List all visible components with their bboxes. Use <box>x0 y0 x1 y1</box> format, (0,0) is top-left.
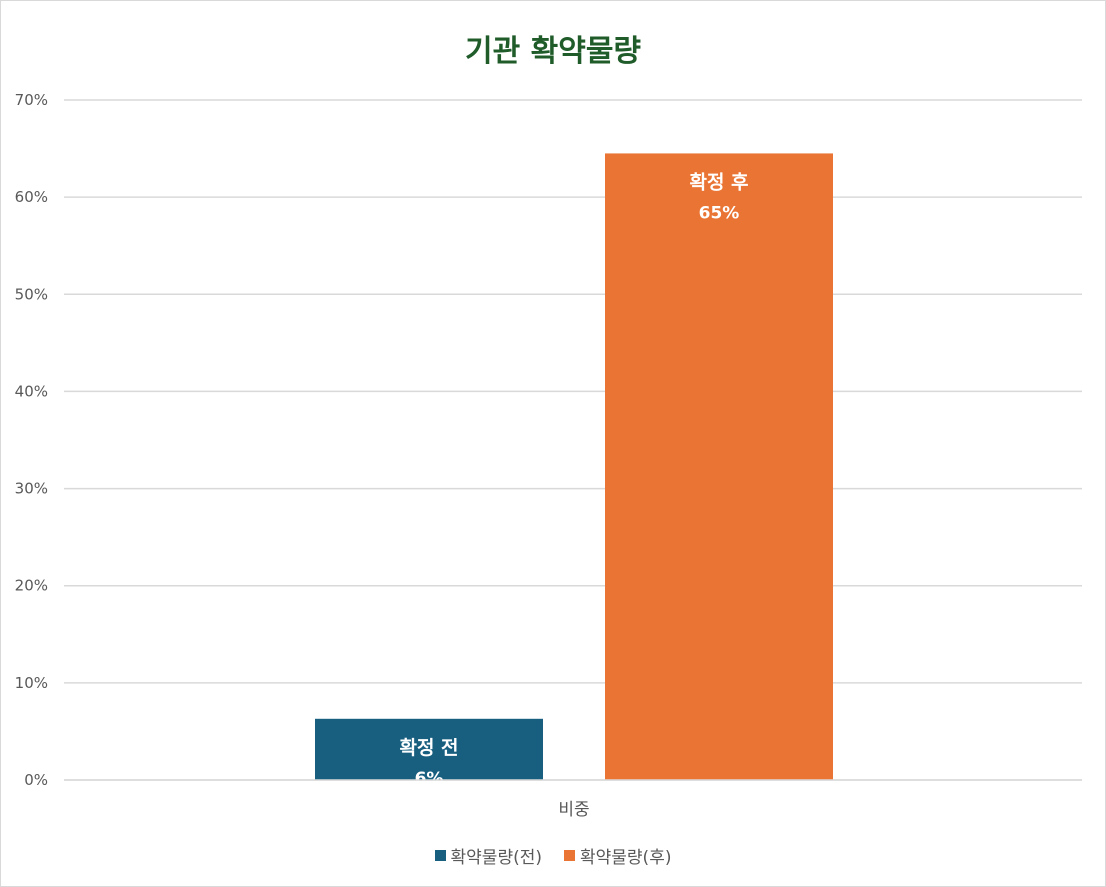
y-tick-label: 10% <box>15 674 48 692</box>
bar-label-before: 확정 전 <box>399 736 458 759</box>
legend-label-before: 확약물량(전) <box>450 848 542 868</box>
legend-label-after: 확약물량(후) <box>580 848 672 868</box>
bar-after <box>605 153 833 780</box>
y-tick-label: 20% <box>15 577 48 595</box>
bar-label-after: 확정 후 <box>689 170 748 193</box>
chart-title: 기관 확약물량 <box>464 34 642 69</box>
legend-swatch-before <box>434 850 446 861</box>
y-tick-label: 70% <box>15 91 48 109</box>
data-label-before: 6% <box>415 769 444 789</box>
y-tick-label: 30% <box>15 480 48 498</box>
y-tick-label: 0% <box>24 771 48 789</box>
legend-swatch-after <box>564 850 575 861</box>
legend-item-after: 확약물량(후) <box>564 843 671 868</box>
y-tick-label: 50% <box>15 285 48 303</box>
legend-item-before: 확약물량(전) <box>434 843 542 868</box>
x-tick-label: 비중 <box>558 800 589 820</box>
bar-before <box>315 718 543 780</box>
data-label-after: 65% <box>699 203 740 223</box>
chart-legend: 확약물량(전) 확약물량(후) <box>0 843 1106 868</box>
y-tick-label: 60% <box>15 188 48 206</box>
y-tick-label: 40% <box>15 382 48 400</box>
